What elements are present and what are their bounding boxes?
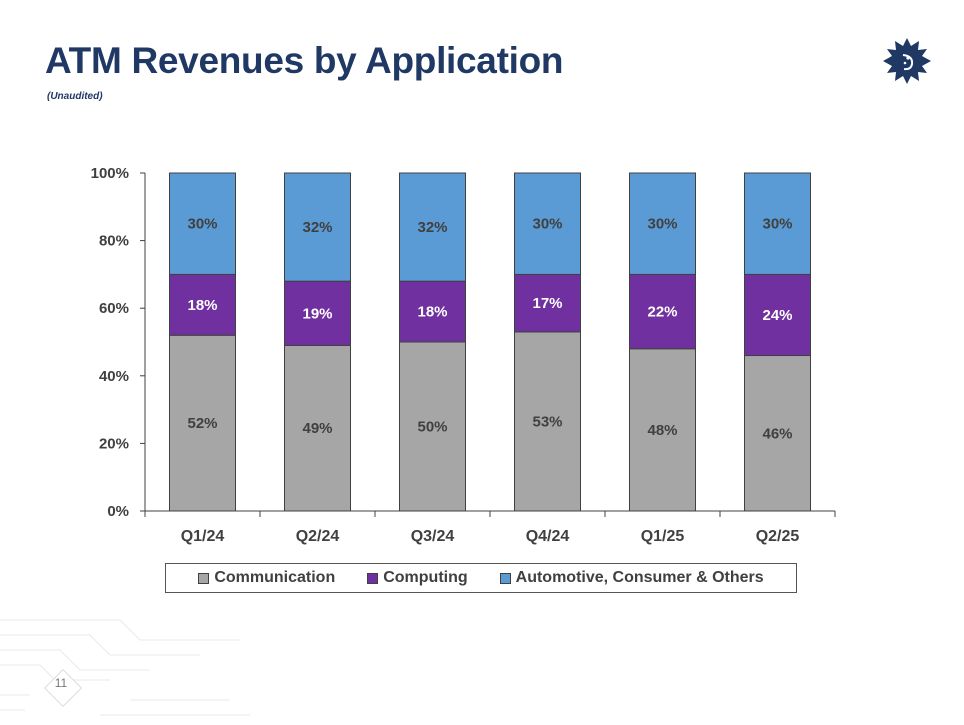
x-tick-label: Q1/24 [181, 528, 225, 545]
bar-automotive-consumer-others-Q3-24 [399, 172, 466, 282]
x-tick-label: Q4/24 [526, 528, 570, 545]
data-label: 32% [302, 219, 332, 236]
data-label: 30% [532, 216, 562, 233]
bar-computing-Q4-24 [514, 273, 581, 333]
bar-communication-Q4-24 [514, 331, 581, 512]
data-label: 30% [762, 216, 792, 233]
legend-item: Computing [367, 569, 468, 587]
legend-item: Communication [198, 569, 335, 587]
bar-computing-Q3-24 [399, 280, 466, 343]
legend-label: Automotive, Consumer & Others [515, 569, 764, 586]
y-tick-label: 60% [99, 300, 129, 317]
legend-swatch [198, 572, 210, 584]
legend-item: Automotive, Consumer & Others [499, 569, 764, 587]
legend-label: Communication [214, 569, 336, 586]
data-label: 30% [187, 216, 217, 233]
bar-automotive-consumer-others-Q2-25 [744, 172, 811, 275]
data-label: 46% [762, 425, 792, 442]
y-tick-label: 100% [91, 165, 129, 182]
page-subtitle: (Unaudited) [47, 91, 103, 102]
bar-automotive-consumer-others-Q1-25 [629, 172, 696, 275]
data-label: 22% [647, 304, 677, 321]
y-tick-label: 20% [99, 435, 129, 452]
circuit-decoration [0, 619, 250, 716]
data-label: 30% [647, 216, 677, 233]
bar-computing-Q2-25 [744, 273, 811, 357]
data-label: 50% [417, 419, 447, 436]
data-label: 18% [417, 304, 447, 321]
data-label: 53% [532, 413, 562, 430]
bar-communication-Q2-25 [744, 355, 811, 512]
page-title: ATM Revenues by Application [45, 40, 564, 81]
x-tick-label: Q3/24 [411, 528, 455, 545]
legend-swatch [367, 572, 379, 584]
data-label: 32% [417, 219, 447, 236]
stacked-bar-chart: 0% 20% 40% 60% 80% 100% 52% 18% 30% Q1/24 49% 19% 32… [91, 165, 836, 545]
x-tick-label: Q2/25 [756, 528, 800, 545]
data-label: 24% [762, 307, 792, 324]
data-label: 52% [187, 415, 217, 432]
data-label: 18% [187, 297, 217, 314]
bar-automotive-consumer-others-Q4-24 [514, 172, 581, 275]
data-label: 48% [647, 422, 677, 439]
y-tick-label: 0% [107, 503, 129, 520]
bar-automotive-consumer-others-Q2-24 [284, 172, 351, 282]
bar-computing-Q1-25 [629, 273, 696, 350]
page-number: 11 [54, 676, 68, 690]
x-tick-label: Q2/24 [296, 528, 340, 545]
sun-face-logo-icon [883, 38, 931, 84]
bar-communication-Q3-24 [399, 341, 466, 512]
bar-communication-Q1-24 [169, 334, 236, 512]
bar-automotive-consumer-others-Q1-24 [169, 172, 236, 275]
data-label: 17% [532, 295, 562, 312]
bar-communication-Q1-25 [629, 348, 696, 512]
y-tick-label: 40% [99, 368, 129, 385]
chart-legend: Communication Computing Automotive, Consum… [165, 563, 797, 593]
bar-computing-Q1-24 [169, 273, 236, 336]
data-label: 19% [302, 305, 332, 322]
x-tick-label: Q1/25 [641, 528, 685, 545]
legend-label: Computing [383, 569, 468, 586]
bar-communication-Q2-24 [284, 344, 351, 512]
data-label: 49% [302, 420, 332, 437]
y-tick-label: 80% [99, 233, 129, 250]
legend-swatch [499, 572, 511, 584]
